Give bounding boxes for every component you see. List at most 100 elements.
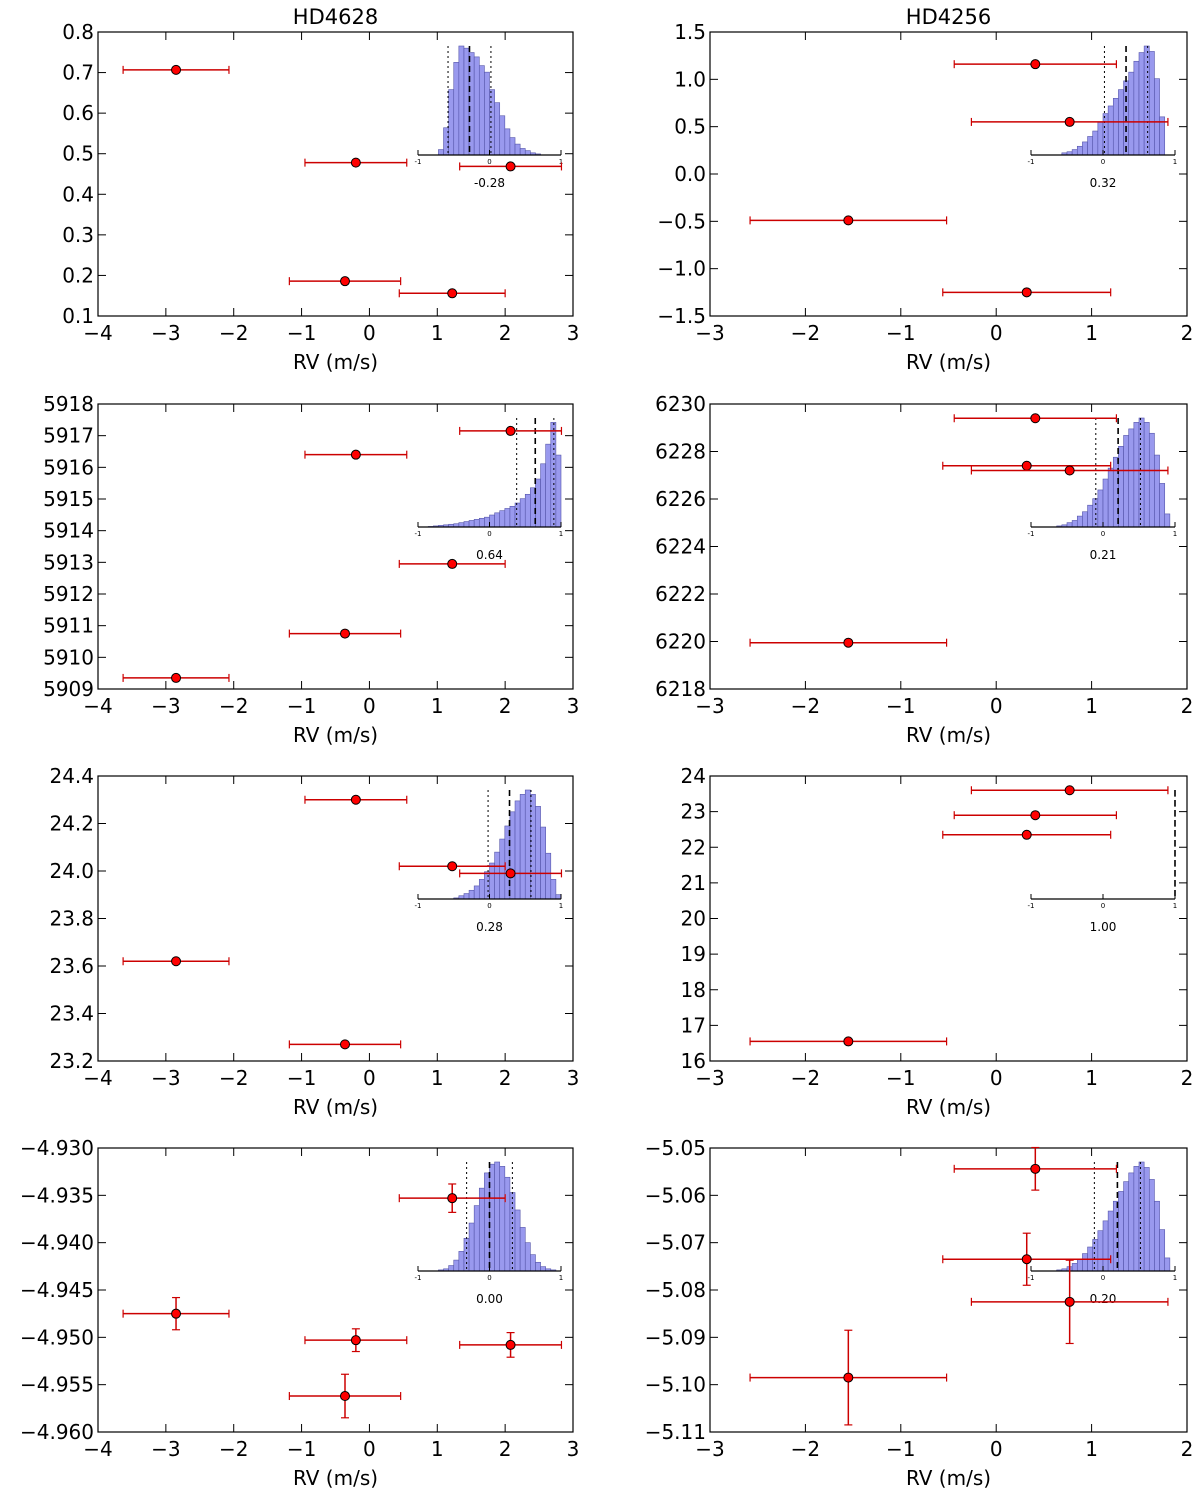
x-tick-label: 2 (1181, 1437, 1194, 1461)
hist-bar (1097, 1230, 1104, 1272)
hist-bar (1071, 149, 1078, 156)
hist-bar (550, 422, 557, 528)
axes-frame (709, 775, 1188, 1062)
x-axis-label: RV (m/s) (906, 350, 991, 374)
data-point-group (953, 1146, 1118, 1191)
x-tick-label: −1 (287, 1066, 316, 1090)
data-point (843, 1036, 854, 1047)
hist-bar (1076, 515, 1083, 528)
hist-bar (1159, 1229, 1166, 1272)
inset-value-label: 0.64 (476, 548, 503, 562)
y-tick-label: 0.8 (62, 20, 94, 44)
y-tick-label: 16 (681, 1049, 706, 1073)
inset-value-label: 0.21 (1090, 548, 1117, 562)
x-tick-label: 1 (1085, 321, 1098, 345)
y-tick-label: 0.6 (62, 101, 94, 125)
hist-bar (1133, 1166, 1140, 1272)
data-point (340, 1391, 350, 1402)
y-tick-label: −5.06 (645, 1183, 706, 1207)
data-point (171, 672, 182, 683)
x-tick-label: 0 (990, 1437, 1003, 1461)
hist-bar (509, 1192, 516, 1272)
hist-bar (514, 1209, 521, 1272)
x-tick-label: 2 (499, 1066, 512, 1090)
y-tick-label: 6220 (655, 630, 706, 654)
hist-bar (504, 508, 511, 528)
data-point-group (970, 465, 1169, 476)
hist-bar (1118, 446, 1124, 528)
hist-bar (1071, 1263, 1078, 1272)
hist-bar (540, 463, 546, 528)
x-tick-label: −3 (695, 1437, 724, 1461)
hist-bar (473, 1205, 480, 1272)
data-point-group (970, 1259, 1169, 1345)
x-tick-label: −3 (151, 321, 180, 345)
data-point (340, 276, 350, 287)
hist-bar (484, 71, 490, 156)
hist-bar (438, 149, 444, 156)
hist-bar (1148, 51, 1155, 156)
x-tick-label: −1 (886, 1437, 915, 1461)
axes-frame (709, 1147, 1188, 1433)
hist-bar (514, 143, 521, 156)
inset-histogram: -1 0 1 0.32 (1028, 45, 1177, 190)
y-tick-label: 0.4 (62, 182, 94, 206)
y-tick-label: −4.930 (20, 1136, 94, 1160)
inset-tick-label: 1 (1173, 158, 1177, 166)
hist-bar (535, 806, 541, 900)
hist-bar (463, 47, 470, 156)
y-tick-label: −4.960 (20, 1420, 94, 1444)
data-point-group (749, 1329, 948, 1426)
panel-7: −4 −3 −2 −1 0 1 2 3 −4.960 −4.955 −4.950 −4.945 −4.9… (20, 1136, 579, 1490)
hist-bar (478, 65, 485, 156)
x-tick-label: −3 (151, 1066, 180, 1090)
inset-tick-label: 0 (487, 158, 491, 166)
hist-bar (524, 150, 531, 156)
hist-bar (1128, 1172, 1135, 1272)
x-tick-label: −2 (791, 1437, 820, 1461)
hist-bar (1148, 1179, 1155, 1272)
y-tick-label: −4.950 (20, 1325, 94, 1349)
hist-bar (545, 852, 552, 900)
hist-bar (473, 56, 480, 156)
hist-bar (478, 879, 485, 900)
data-point-group (398, 861, 506, 872)
x-tick-label: 1 (431, 321, 444, 345)
hist-bar (1076, 1258, 1083, 1272)
hist-bar (1082, 511, 1088, 528)
hist-bar (1092, 130, 1099, 156)
data-point-group (942, 287, 1112, 298)
data-point (1021, 829, 1032, 840)
inset-tick-label: -1 (1028, 1274, 1035, 1282)
y-tick-label: 5913 (43, 550, 94, 574)
panel-2: HD4256 −3 −2 −1 0 1 2 −1.5 −1.0 −0.5 0.0 0.5 1.0 1.5 R… (657, 5, 1193, 374)
y-tick-label: 22 (681, 835, 706, 859)
hist-bar (1118, 1191, 1124, 1272)
x-tick-label: 0 (363, 1066, 376, 1090)
y-tick-label: 1.5 (674, 20, 706, 44)
hist-bar (1087, 136, 1094, 156)
hist-bar (1082, 1253, 1088, 1272)
inset-histogram: -1 0 1 0.00 (415, 1161, 563, 1306)
y-tick-label: 24 (681, 764, 706, 788)
y-tick-label: 0.5 (62, 142, 94, 166)
inset-tick-label: -1 (1028, 902, 1035, 910)
hist-bar (1154, 78, 1160, 156)
inset-histogram: -1 0 1 -0.28 (415, 45, 563, 190)
y-tick-label: 24.4 (49, 764, 94, 788)
hist-bar (1123, 435, 1130, 528)
hist-bar (453, 1259, 460, 1272)
data-point (447, 1193, 458, 1204)
x-axis-label: RV (m/s) (906, 1095, 991, 1119)
hist-bar (494, 851, 501, 900)
x-tick-label: −3 (695, 694, 724, 718)
data-point (447, 861, 458, 872)
data-point-group (288, 1039, 402, 1050)
y-tick-label: −5.10 (645, 1373, 706, 1397)
hist-bar (524, 493, 531, 528)
y-tick-label: 0.1 (62, 304, 94, 328)
hist-bar (504, 1176, 511, 1272)
data-point-group (942, 829, 1112, 840)
hist-bar (504, 128, 511, 156)
inset-histogram: -1 0 1 0.21 (1028, 417, 1177, 562)
